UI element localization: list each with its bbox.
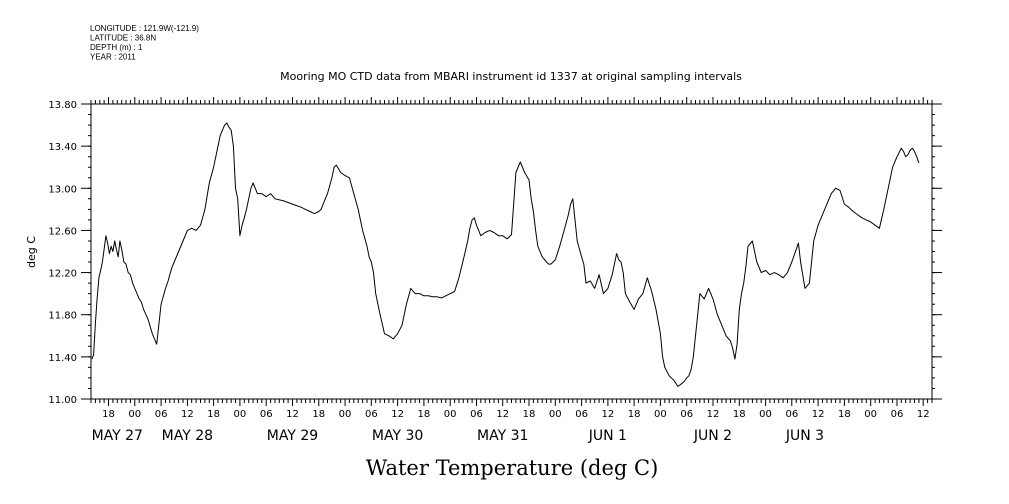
metadata-line: LATITUDE : 36.8N [90,34,156,43]
y-tick-label: 11.80 [48,311,77,322]
x-tick-label: 00 [444,409,457,420]
x-tick-label: 18 [628,409,641,420]
x-day-label: JUN 3 [785,428,824,444]
x-day-label: JUN 2 [693,428,732,444]
x-tick-label: 00 [128,409,141,420]
x-tick-label: 12 [496,409,509,420]
x-tick-label: 18 [733,409,746,420]
x-tick-label: 12 [917,409,930,420]
y-tick-label: 12.60 [48,226,77,237]
x-tick-label: 18 [207,409,220,420]
y-axis-label: deg C [25,236,38,268]
x-tick-label: 00 [654,409,667,420]
x-tick-label: 12 [181,409,194,420]
y-tick-label: 12.20 [48,269,77,280]
x-tick-label: 06 [260,409,273,420]
x-tick-label: 06 [470,409,483,420]
x-tick-label: 18 [838,409,851,420]
minor-tick-marks [88,97,935,406]
x-tick-label: 06 [785,409,798,420]
metadata-line: YEAR : 2011 [90,53,136,62]
x-tick-label: 00 [549,409,562,420]
x-tick-label: 18 [418,409,431,420]
y-tick-label: 13.00 [48,184,77,195]
y-tick-label: 13.80 [48,100,77,111]
x-axis-title: Water Temperature (deg C) [366,456,659,480]
x-day-label: MAY 29 [267,428,318,444]
x-tick-label: 12 [707,409,720,420]
x-tick-label: 18 [312,409,325,420]
x-axis: 18 00 06 12 18 00 06 12 18 00 06 12 18 00 06 12 18 00 06 12… [102,409,929,420]
x-axis-day-labels: MAY 27 MAY 28 MAY 29 MAY 30 MAY 31 JUN 1 JUN 2… [92,428,824,444]
y-axis: 11.00 11.40 11.80 12.20 12.60 13.00 13.40 13.80 [48,100,942,406]
x-tick-label: 00 [234,409,247,420]
x-tick-label: 06 [155,409,168,420]
metadata-line: DEPTH (m) : 1 [90,43,143,52]
series-group [91,122,920,387]
x-tick-label: 12 [286,409,299,420]
series-line [91,122,920,387]
y-tick-label: 13.40 [48,142,77,153]
x-tick-label: 00 [864,409,877,420]
x-day-label: JUN 1 [588,428,627,444]
x-tick-label: 12 [812,409,825,420]
x-day-label: MAY 31 [477,428,528,444]
minor-ticks [88,97,935,406]
x-tick-label: 06 [365,409,378,420]
x-day-label: MAY 30 [372,428,423,444]
x-tick-label: 18 [102,409,115,420]
chart-title: Mooring MO CTD data from MBARI instrumen… [280,70,742,83]
x-tick-label: 12 [391,409,404,420]
metadata-line: LONGITUDE : 121.9W(-121.9) [90,24,199,33]
x-tick-label: 12 [601,409,614,420]
y-tick-label: 11.00 [48,395,77,406]
metadata-block: LONGITUDE : 121.9W(-121.9)LATITUDE : 36.… [90,24,199,62]
x-tick-label: 06 [680,409,693,420]
x-tick-label: 06 [575,409,588,420]
y-tick-label: 11.40 [48,353,77,364]
x-day-label: MAY 28 [162,428,213,444]
x-tick-label: 00 [339,409,352,420]
x-tick-label: 06 [891,409,904,420]
x-tick-label: 18 [523,409,536,420]
x-day-label: MAY 27 [92,428,143,444]
x-tick-label: 00 [759,409,772,420]
